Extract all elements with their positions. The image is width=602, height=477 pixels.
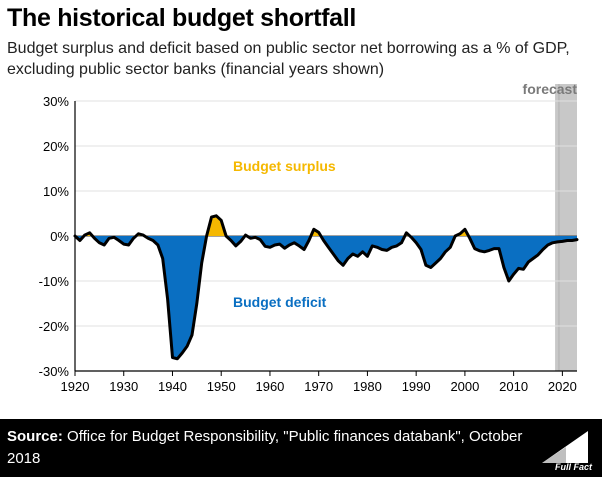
y-tick-label: 30% — [43, 94, 69, 109]
y-tick-label: -20% — [39, 319, 70, 334]
source-citation: Office for Budget Responsibility, "Publi… — [7, 428, 523, 467]
y-tick-label: -30% — [39, 364, 70, 379]
chart-subtitle: Budget surplus and deficit based on publ… — [7, 40, 570, 78]
deficit-area — [92, 236, 136, 245]
x-tick-label: 1940 — [158, 379, 187, 394]
forecast-label: forecast — [523, 81, 578, 97]
source-label: Source: — [7, 428, 63, 445]
x-tick-label: 2010 — [499, 379, 528, 394]
x-tick-label: 1980 — [353, 379, 382, 394]
logo-text: Full Fact — [554, 462, 592, 472]
x-tick-label: 1920 — [61, 379, 90, 394]
page-title: The historical budget shortfall — [7, 4, 357, 32]
deficit-area — [144, 236, 207, 359]
y-tick-label: 10% — [43, 184, 69, 199]
line-layer — [73, 214, 579, 361]
forecast-layer — [555, 84, 577, 371]
source-text: Source: Office for Budget Responsibility… — [7, 426, 527, 470]
forecast-band — [555, 84, 577, 371]
x-tick-label: 2020 — [548, 379, 577, 394]
x-tick-label: 1930 — [109, 379, 138, 394]
full-fact-logo-icon — [542, 431, 588, 463]
deficit-area — [409, 236, 456, 268]
x-tick-label: 1970 — [304, 379, 333, 394]
label-layer: forecast Budget surplus Budget deficit — [233, 81, 577, 310]
deficit-annotation: Budget deficit — [233, 294, 327, 310]
budget-chart: -30% -20% -10% 0% 10% 20% 30% 1920 1930 1940 1950 1… — [39, 81, 579, 394]
y-tick-label: -10% — [39, 274, 70, 289]
borrowing-line — [73, 214, 579, 361]
x-tick-label: 1990 — [402, 379, 431, 394]
y-tick-label: 0% — [50, 229, 69, 244]
source-footer: Source: Office for Budget Responsibility… — [0, 419, 602, 477]
axis-layer: -30% -20% -10% 0% 10% 20% 30% 1920 1930 1940 1950 1… — [39, 94, 577, 394]
y-tick-label: 20% — [43, 139, 69, 154]
x-tick-label: 1960 — [255, 379, 284, 394]
x-tick-label: 2000 — [450, 379, 479, 394]
x-tick-label: 1950 — [207, 379, 236, 394]
surplus-annotation: Budget surplus — [233, 158, 336, 174]
area-layer — [75, 215, 577, 359]
